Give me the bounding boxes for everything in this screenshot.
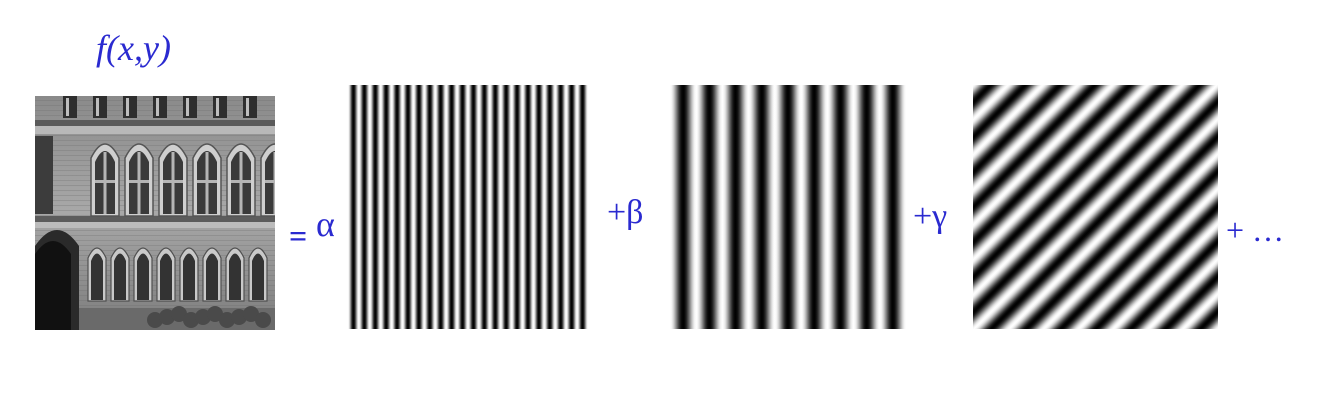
coefficient-gamma: +γ [913, 198, 948, 235]
equals-sign: = [289, 218, 308, 254]
function-title: f(x,y) [96, 28, 171, 68]
ellipsis-continuation: + … [1226, 212, 1285, 248]
high-frequency-vertical-sinusoid [348, 85, 588, 329]
diagonal-sinusoid [973, 85, 1218, 329]
low-frequency-vertical-sinusoid [670, 85, 906, 329]
building-photo [35, 96, 275, 330]
coefficient-alpha: α [316, 204, 335, 244]
coefficient-beta: +β [607, 194, 644, 231]
